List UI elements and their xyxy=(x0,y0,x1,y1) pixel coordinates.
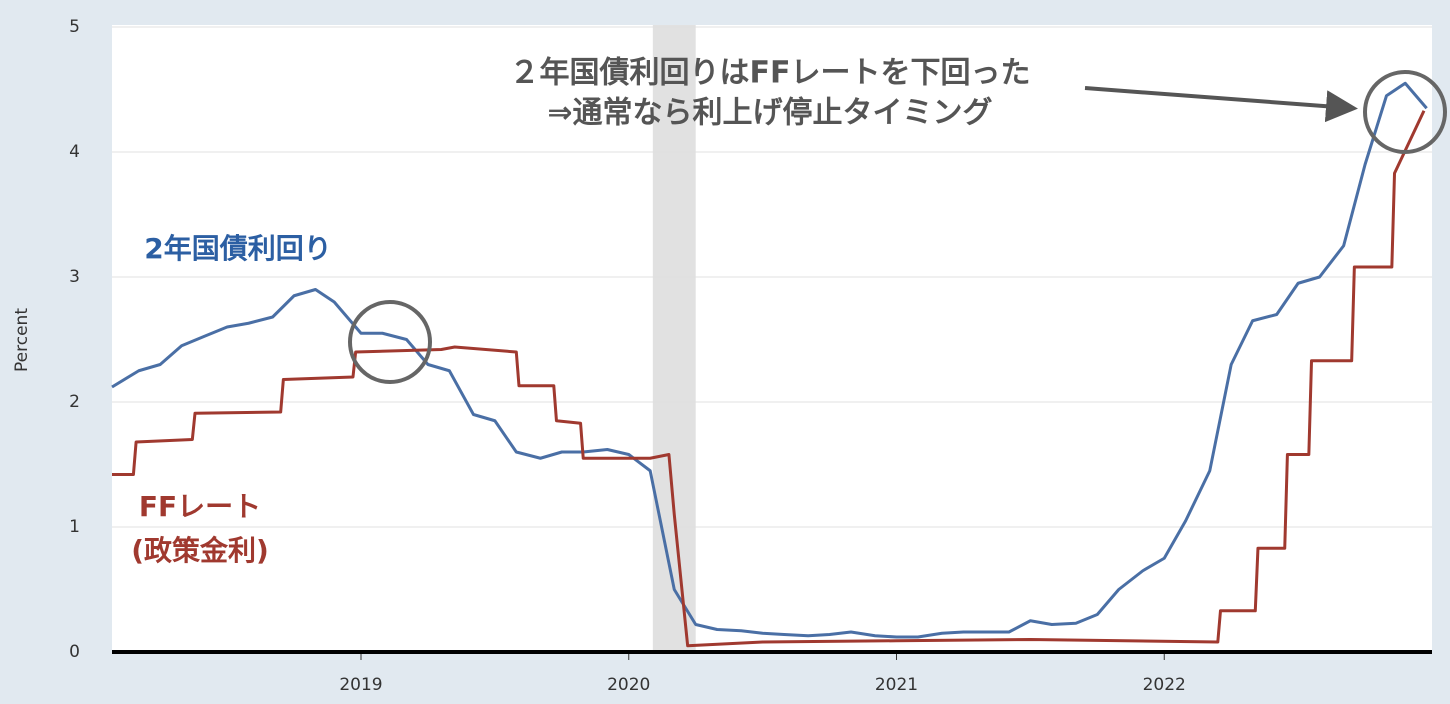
y-tick-label: 5 xyxy=(69,17,80,37)
x-tick-label: 2019 xyxy=(339,675,382,695)
highlight-circle xyxy=(1363,70,1447,154)
x-tick-label: 2022 xyxy=(1143,675,1186,695)
y-tick-label: 3 xyxy=(69,267,80,287)
highlight-circle xyxy=(348,300,432,384)
annotation: ２年国債利回りはFFレートを下回った xyxy=(510,56,1031,91)
series-label: (政策金利) xyxy=(131,534,269,567)
annotation: ⇒通常なら利上げ停止タイミング xyxy=(547,96,992,131)
plot-area xyxy=(112,25,1432,652)
x-tick-label: 2021 xyxy=(875,675,918,695)
series-label: FFレート xyxy=(139,490,261,523)
y-axis-label: Percent xyxy=(12,308,32,372)
y-tick-label: 1 xyxy=(69,517,80,537)
arrow xyxy=(1084,86,1358,123)
y-tick-label: 2 xyxy=(69,392,80,412)
x-tick-label: 2020 xyxy=(607,675,650,695)
series-line xyxy=(112,110,1426,648)
series-label: 2年国債利回り xyxy=(144,232,331,265)
y-tick-label: 0 xyxy=(69,642,80,662)
series-line xyxy=(111,81,1428,639)
y-tick-label: 4 xyxy=(69,142,80,162)
recession-shade xyxy=(652,25,696,652)
